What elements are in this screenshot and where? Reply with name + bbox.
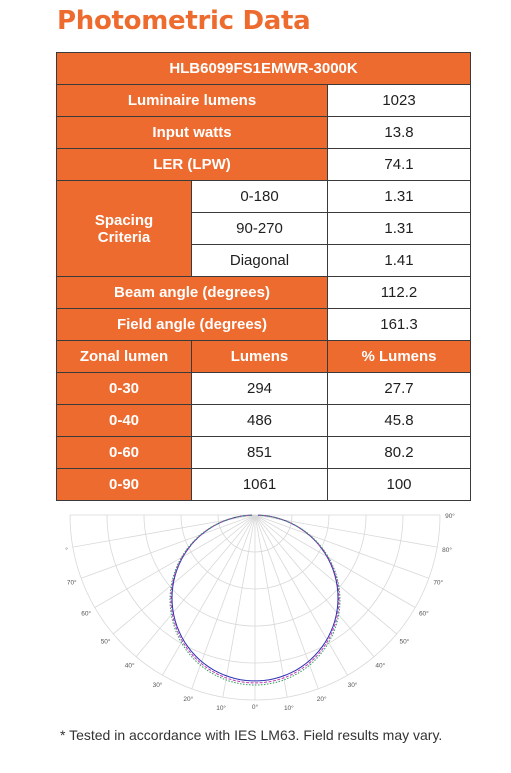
polar-angle-label: 30° — [153, 681, 163, 689]
polar-grid-spoke — [254, 514, 288, 698]
polar-grid-spoke — [135, 514, 256, 657]
polar-grid-spoke — [113, 514, 256, 635]
spacing-0-180-label: 0-180 — [191, 180, 328, 213]
polar-angle-label: 60° — [81, 610, 91, 618]
zonal-row-percent: 100 — [326, 468, 472, 501]
spacing-diagonal-label: Diagonal — [191, 244, 328, 277]
polar-angle-label: 10° — [284, 704, 294, 712]
photometric-table: HLB6099FS1EMWR-3000K Luminaire lumens 10… — [55, 52, 472, 501]
field-angle-value: 161.3 — [326, 308, 472, 341]
spacing-label-line1: Spacing — [94, 211, 154, 229]
polar-grid-spoke — [254, 514, 397, 635]
zonal-header-lumens: Lumens — [191, 340, 328, 373]
polar-angle-label: 50° — [101, 637, 111, 645]
zonal-row-lumens: 294 — [191, 372, 328, 405]
polar-grid-spoke — [254, 514, 429, 579]
polar-angle-label: 80° — [442, 546, 452, 554]
zonal-row-lumens: 1061 — [191, 468, 328, 501]
polar-angle-label: 0° — [252, 703, 259, 711]
luminaire-lumens-value: 1023 — [326, 84, 472, 117]
polar-distribution-curve — [169, 514, 341, 686]
polar-grid — [69, 514, 441, 701]
polar-angle-label: 20° — [183, 695, 193, 703]
field-angle-label: Field angle (degrees) — [56, 308, 328, 341]
polar-angle-label: 10° — [216, 704, 226, 712]
polar-angle-label: 30° — [348, 681, 358, 689]
polar-grid-spoke — [254, 514, 375, 657]
zonal-row-percent: 80.2 — [326, 436, 472, 469]
polar-angle-label: 70° — [67, 579, 77, 587]
polar-grid-spoke — [254, 514, 348, 676]
zonal-row-zone: 0-60 — [56, 436, 192, 469]
polar-angle-label: 80° — [65, 546, 68, 554]
zonal-row-percent: 45.8 — [326, 404, 472, 437]
ler-label: LER (LPW) — [56, 148, 328, 181]
beam-angle-label: Beam angle (degrees) — [56, 276, 328, 309]
beam-angle-value: 112.2 — [326, 276, 472, 309]
spacing-90-270-value: 1.31 — [326, 212, 472, 245]
luminaire-lumens-label: Luminaire lumens — [56, 84, 328, 117]
spacing-0-180-value: 1.31 — [326, 180, 472, 213]
polar-grid-spoke — [222, 514, 256, 698]
polar-angle-label: 60° — [419, 610, 429, 618]
zonal-row-zone: 0-90 — [56, 468, 192, 501]
page-title: Photometric Data — [57, 6, 311, 36]
zonal-row-percent: 27.7 — [326, 372, 472, 405]
polar-grid-spoke — [162, 514, 256, 676]
polar-angle-label: 40° — [375, 661, 385, 669]
zonal-row-lumens: 851 — [191, 436, 328, 469]
polar-grid-spoke — [254, 514, 319, 689]
spacing-90-270-label: 90-270 — [191, 212, 328, 245]
input-watts-value: 13.8 — [326, 116, 472, 149]
polar-angle-label: 50° — [399, 637, 409, 645]
zonal-row-zone: 0-30 — [56, 372, 192, 405]
spacing-diagonal-value: 1.41 — [326, 244, 472, 277]
zonal-row-lumens: 486 — [191, 404, 328, 437]
polar-distribution-curve — [170, 514, 340, 684]
polar-grid-spoke — [94, 514, 256, 608]
polar-angle-label: 90° — [445, 512, 455, 520]
polar-grid-spoke — [81, 514, 256, 579]
polar-grid-spoke — [254, 514, 416, 608]
polar-angle-label: 70° — [433, 579, 443, 587]
polar-angle-label: 20° — [317, 695, 327, 703]
zonal-header-zone: Zonal lumen — [56, 340, 192, 373]
zonal-row-zone: 0-40 — [56, 404, 192, 437]
spacing-label-line2: Criteria — [97, 228, 151, 246]
polar-candela-chart: 0° 10° 10° 20° 20° 30° 30° 40° 40° 50° 50° 60° 60° 70… — [65, 512, 455, 712]
polar-grid-spoke — [191, 514, 256, 689]
ler-value: 74.1 — [326, 148, 472, 181]
spacing-criteria-label: Spacing Criteria — [56, 180, 192, 277]
polar-angle-label: 40° — [125, 661, 135, 669]
polar-angle-labels: 0° 10° 10° 20° 20° 30° 30° 40° 40° 50° 50° 60° 60° 70… — [65, 512, 455, 712]
input-watts-label: Input watts — [56, 116, 328, 149]
zonal-header-percent: % Lumens — [326, 340, 472, 373]
polar-distribution-curves — [169, 514, 341, 686]
footnote: * Tested in accordance with IES LM63. Fi… — [60, 727, 443, 743]
model-header: HLB6099FS1EMWR-3000K — [55, 52, 472, 85]
